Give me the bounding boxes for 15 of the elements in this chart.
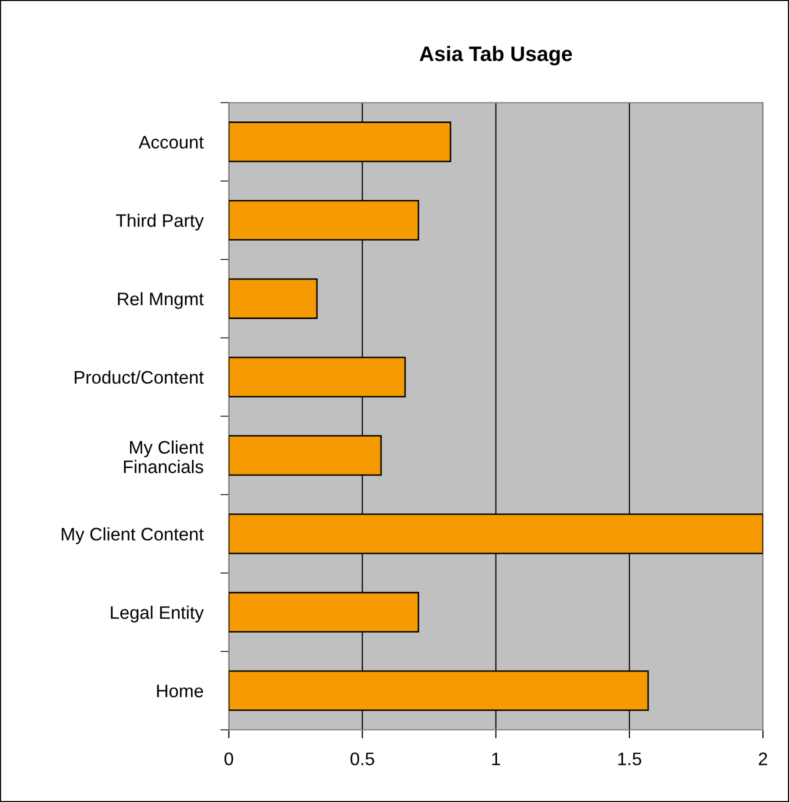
x-tick-label: 1 (492, 752, 500, 766)
bar (228, 278, 318, 319)
y-tick-label: My Client Financials (124, 440, 204, 474)
x-tick-label: 0.5 (350, 752, 374, 766)
y-tick-label: My Client Content (62, 527, 204, 544)
y-tick-label: Home (157, 684, 204, 698)
y-tick-label: Product/Content (74, 370, 204, 384)
x-tick-label: 1.5 (618, 752, 642, 766)
y-tick-label: Account (138, 136, 204, 149)
y-tick-label: Legal Entity (110, 606, 204, 623)
x-tick-label: 2 (758, 752, 768, 766)
y-tick-label: Rel Mngmt (118, 292, 204, 309)
chart-title: Asia Tab Usage (420, 46, 572, 66)
x-tick-label: 0 (224, 752, 234, 766)
y-tick-label: Third Party (116, 214, 204, 231)
